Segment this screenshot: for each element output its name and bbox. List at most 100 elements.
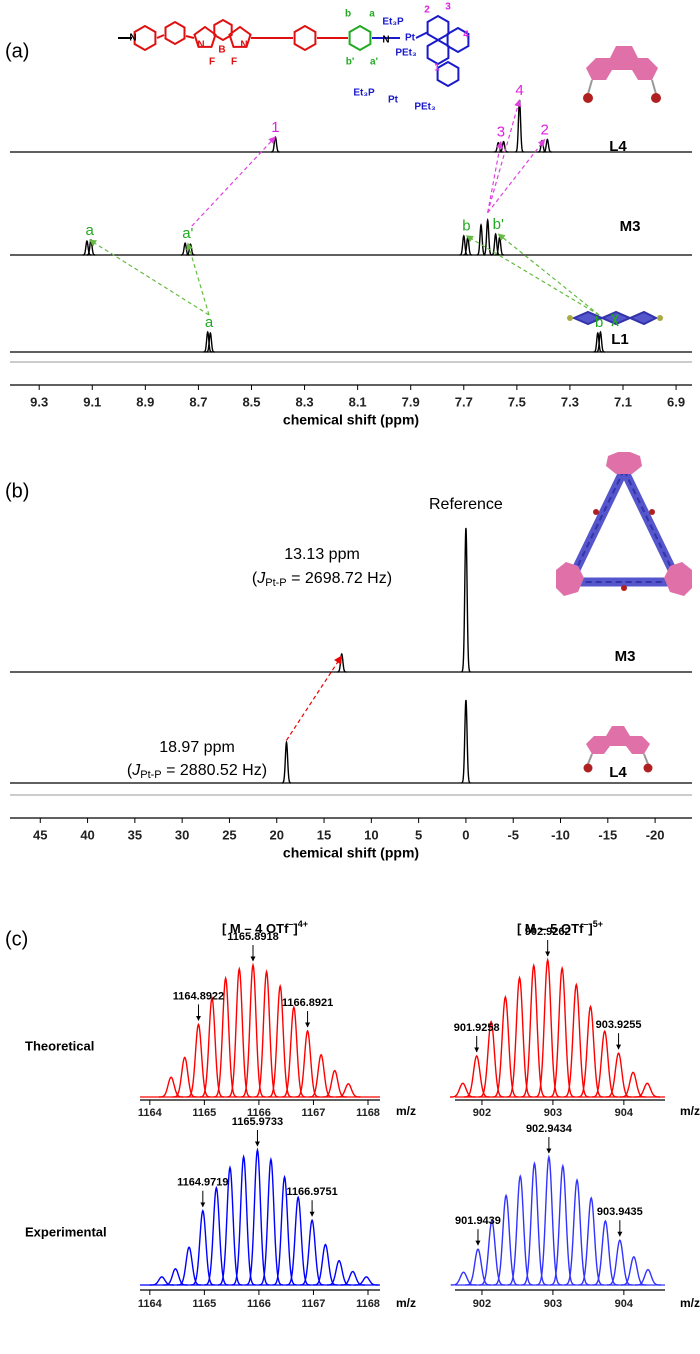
peak [536, 1154, 562, 1286]
x-tick-label: 25 [222, 827, 236, 842]
peak [591, 1029, 618, 1098]
ring [213, 18, 233, 42]
m3-icon [556, 452, 692, 596]
peak-value-label: 903.9255 [596, 1019, 642, 1031]
peak [577, 1004, 604, 1098]
peak-value-label: 1166.9751 [286, 1186, 337, 1198]
reference-label: Reference [429, 496, 503, 513]
peak [268, 983, 293, 1098]
peak [172, 1056, 197, 1098]
peak [593, 331, 603, 353]
x-axis-title: m/z [680, 1296, 700, 1310]
x-tick-label: 902 [473, 1298, 491, 1310]
shift-label: 18.97 ppm [159, 739, 235, 756]
structure-label: a [369, 9, 375, 20]
coupling-part: ( [252, 570, 258, 587]
panel-label: (b) [5, 480, 29, 502]
structure-label: Pt [405, 33, 416, 44]
peak-value-label: 901.9258 [454, 1022, 500, 1034]
peak-label: 3 [497, 124, 505, 141]
peak [515, 99, 524, 153]
x-tick-label: -15 [598, 827, 617, 842]
x-tick-label: 1165 [192, 1107, 216, 1119]
x-tick-label: 1164 [138, 1107, 163, 1119]
coupling-part: Pt-P [140, 769, 161, 781]
x-axis-title: m/z [396, 1296, 416, 1310]
peak-value-label: 1166.8921 [282, 997, 333, 1009]
peak [295, 1029, 320, 1098]
structure-label: PEt₃ [414, 102, 436, 113]
structure-label: b [345, 9, 351, 20]
bond [415, 31, 429, 39]
peak [507, 1174, 534, 1286]
peak [309, 1053, 334, 1098]
peak-value-label: 901.9439 [455, 1215, 501, 1227]
correlation-arrow [186, 242, 210, 316]
x-tick-label: 7.7 [455, 394, 473, 409]
correlation-arrow [487, 138, 546, 214]
correlation-arrow [285, 655, 343, 741]
x-tick-label: 40 [80, 827, 94, 842]
x-tick-label: 0 [462, 827, 469, 842]
x-tick-label: 10 [364, 827, 378, 842]
x-tick-label: 9.3 [30, 394, 48, 409]
peak [336, 1083, 361, 1098]
peak-value-label: 902.9434 [526, 1123, 573, 1135]
correlation-arrow [497, 233, 600, 316]
correlation-arrow [89, 239, 210, 316]
bond [185, 35, 195, 39]
structure-label: 3 [445, 2, 451, 13]
peak-value-label: 1164.9719 [177, 1177, 228, 1189]
peak [620, 1071, 646, 1098]
title-part: ] [293, 921, 297, 936]
peak [564, 1178, 590, 1286]
peak-value-label: 902.9262 [525, 926, 571, 938]
peak [607, 1239, 633, 1286]
l1-icon [567, 310, 663, 327]
structure-label: 2 [424, 5, 430, 16]
peak [506, 975, 533, 1098]
title-part: [ M – 4 OTf [222, 921, 289, 936]
x-tick-label: 8.9 [136, 394, 154, 409]
x-tick-label: 7.1 [614, 394, 632, 409]
peak [461, 527, 471, 673]
peak [592, 1219, 619, 1286]
ring [436, 60, 460, 88]
peak [149, 1276, 174, 1286]
x-tick-label: -20 [646, 827, 665, 842]
peak [492, 995, 519, 1098]
peak [199, 995, 225, 1098]
l4-icon [583, 726, 653, 773]
title-part: 4+ [298, 919, 308, 929]
x-tick-label: 1165 [192, 1298, 216, 1310]
peak-label: 1 [271, 119, 279, 136]
l4-icon [583, 46, 661, 103]
peak [550, 1163, 576, 1286]
structure-label: Pt [388, 95, 399, 106]
peak [340, 1270, 365, 1286]
peak [596, 330, 605, 353]
structure-label: N [240, 40, 247, 51]
x-tick-label: 7.5 [508, 394, 526, 409]
peak [213, 975, 238, 1098]
title-part: – [288, 919, 293, 929]
x-tick-label: 9.1 [83, 394, 101, 409]
peak [543, 138, 552, 153]
peak [271, 135, 280, 153]
x-tick-label: 6.9 [667, 394, 685, 409]
peak-label: a [205, 314, 214, 331]
peak [322, 1069, 347, 1098]
structure-label: a' [370, 57, 378, 68]
title-part: – [583, 919, 588, 929]
coupling-label: (JPt-P = 2880.52 Hz) [127, 762, 267, 781]
peak [203, 330, 212, 353]
peak-value-label: 903.9435 [597, 1206, 643, 1218]
x-axis-title: m/z [396, 1104, 416, 1118]
coupling-part: ( [127, 762, 133, 779]
structure-label: 1 [434, 63, 440, 74]
ring [426, 38, 450, 66]
peak-value-label: 1165.8918 [227, 931, 278, 943]
